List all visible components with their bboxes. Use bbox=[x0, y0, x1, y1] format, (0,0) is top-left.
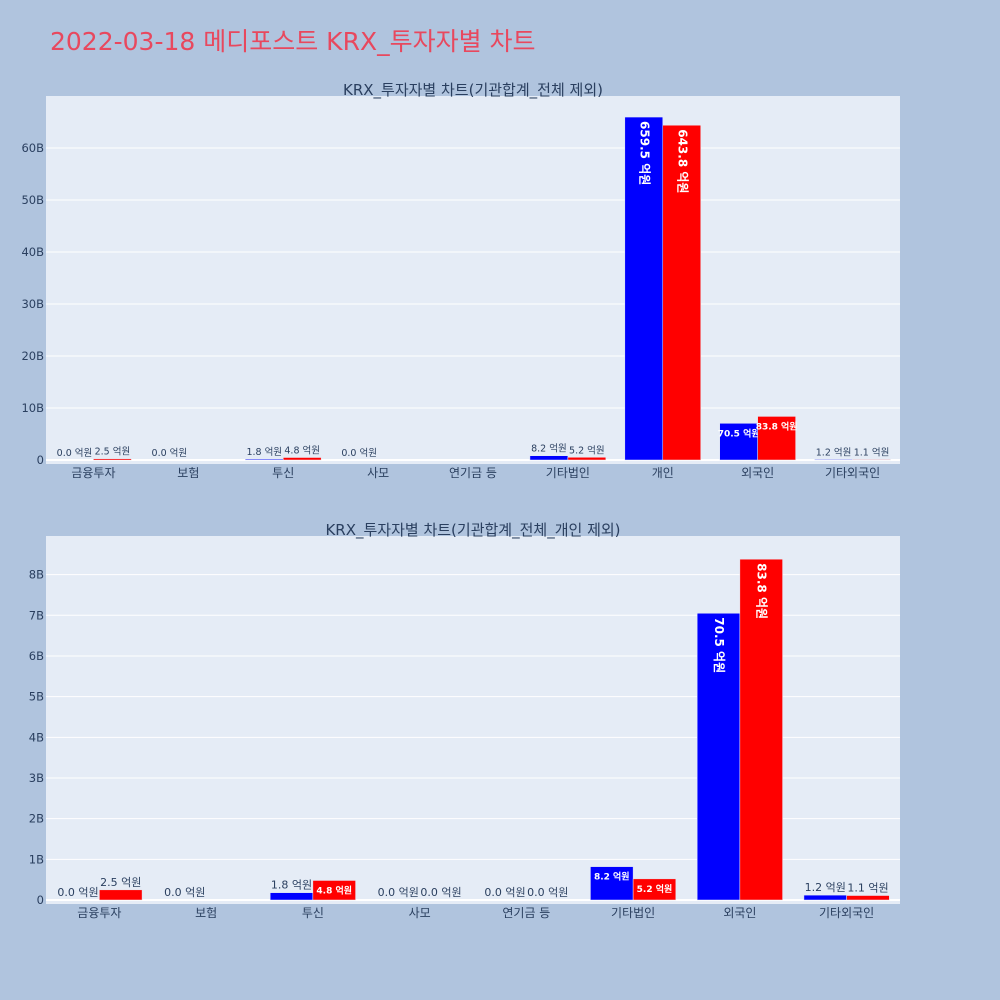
x-tick-label: 외국인 bbox=[741, 466, 774, 480]
plot-area bbox=[46, 96, 900, 464]
x-tick-label: 연기금 등 bbox=[502, 906, 550, 920]
sell-bar[interactable] bbox=[93, 458, 132, 461]
data-label: 1.8 억원 bbox=[271, 879, 312, 892]
data-label: 0.0 억원 bbox=[527, 886, 568, 899]
data-label: 70.5 억원 bbox=[718, 427, 760, 439]
data-label: 0.0 억원 bbox=[484, 886, 525, 899]
data-label: 1.2 억원 bbox=[816, 446, 852, 458]
x-tick-label: 기타외국인 bbox=[819, 906, 874, 920]
data-label: 1.1 억원 bbox=[854, 446, 890, 458]
data-label: 0.0 억원 bbox=[420, 886, 461, 899]
chart-1: 0 10B 20B 30B 40B 50B 60B KRX_투자자별 차트(기관합계_전체 제… bbox=[21, 81, 900, 480]
buy-bar[interactable] bbox=[696, 613, 741, 901]
sell-bar[interactable] bbox=[282, 457, 322, 461]
data-label: 4.8 억원 bbox=[316, 884, 352, 896]
y-tick-label: 0 bbox=[37, 453, 44, 467]
data-label: 643.8 억원 bbox=[675, 129, 689, 193]
x-tick-label: 기타외국인 bbox=[825, 466, 880, 480]
x-tick-label: 사모 bbox=[367, 466, 389, 480]
sell-bar[interactable] bbox=[312, 880, 356, 901]
y-tick-label: 20B bbox=[21, 349, 44, 363]
data-label: 83.8 억원 bbox=[756, 420, 798, 432]
buy-bar[interactable] bbox=[529, 455, 569, 461]
data-label: 0.0 억원 bbox=[57, 886, 98, 899]
buy-bar[interactable] bbox=[245, 458, 284, 461]
x-tick-label: 보험 bbox=[195, 906, 217, 920]
data-label: 0.0 억원 bbox=[57, 447, 93, 459]
sell-bar[interactable] bbox=[567, 457, 607, 461]
buy-bar[interactable] bbox=[269, 892, 314, 901]
sell-bar[interactable] bbox=[852, 459, 891, 461]
y-tick-label: 0 bbox=[37, 893, 44, 907]
y-tick-label: 10B bbox=[21, 401, 44, 415]
x-tick-label: 금융투자 bbox=[77, 906, 121, 920]
y-tick-label: 50B bbox=[21, 193, 44, 207]
y-tick-label: 60B bbox=[21, 141, 44, 155]
y-tick-label: 6B bbox=[29, 649, 44, 663]
page-title: 2022-03-18 메디포스트 KRX_투자자별 차트 bbox=[50, 27, 536, 56]
chart-2: 0 1B 2B 3B 4B 5B 6B 7B 8B KRX_투자자별 차트(기관합계_전체_개인 … bbox=[29, 521, 900, 920]
y-tick-label: 40B bbox=[21, 245, 44, 259]
buy-bar[interactable] bbox=[814, 459, 853, 461]
data-label: 8.2 억원 bbox=[531, 443, 567, 455]
sell-bar[interactable] bbox=[757, 416, 796, 461]
y-tick-label: 4B bbox=[29, 730, 44, 744]
x-tick-label: 투신 bbox=[302, 906, 324, 920]
data-label: 0.0 억원 bbox=[341, 447, 377, 459]
x-tick-label: 금융투자 bbox=[71, 466, 115, 480]
y-tick-label: 1B bbox=[29, 852, 44, 866]
x-tick-label: 연기금 등 bbox=[449, 466, 497, 480]
x-tick-label: 기타법인 bbox=[546, 466, 590, 480]
sell-bar[interactable] bbox=[632, 878, 677, 901]
data-label: 5.2 억원 bbox=[569, 444, 605, 456]
data-label: 70.5 억원 bbox=[712, 617, 726, 673]
data-label: 83.8 억원 bbox=[755, 563, 769, 619]
data-label: 1.8 억원 bbox=[246, 446, 282, 458]
y-tick-label: 3B bbox=[29, 771, 44, 785]
data-label: 2.5 억원 bbox=[100, 876, 141, 889]
y-tick-label: 30B bbox=[21, 297, 44, 311]
buy-bar[interactable] bbox=[624, 116, 664, 461]
x-tick-label: 외국인 bbox=[723, 906, 756, 920]
sell-bar[interactable] bbox=[662, 124, 701, 461]
buy-bar[interactable] bbox=[590, 866, 634, 901]
data-label: 8.2 억원 bbox=[594, 871, 630, 883]
y-tick-label: 8B bbox=[29, 568, 44, 582]
y-tick-label: 2B bbox=[29, 812, 44, 826]
x-tick-label: 보험 bbox=[177, 466, 199, 480]
sell-bar[interactable] bbox=[739, 558, 783, 901]
chart-title: KRX_투자자별 차트(기관합계_전체 제외) bbox=[343, 81, 603, 100]
x-tick-label: 사모 bbox=[409, 906, 431, 920]
data-label: 659.5 억원 bbox=[637, 121, 651, 185]
sell-bar[interactable] bbox=[846, 895, 890, 901]
x-tick-label: 기타법인 bbox=[611, 906, 655, 920]
data-label: 4.8 억원 bbox=[284, 445, 320, 457]
data-label: 0.0 억원 bbox=[152, 447, 188, 459]
data-label: 1.1 억원 bbox=[847, 882, 888, 895]
buy-bar[interactable] bbox=[803, 894, 847, 901]
data-label: 2.5 억원 bbox=[95, 446, 131, 458]
y-tick-label: 7B bbox=[29, 608, 44, 622]
buy-bar[interactable] bbox=[719, 423, 758, 461]
y-tick-label: 5B bbox=[29, 690, 44, 704]
x-tick-label: 투신 bbox=[272, 466, 294, 480]
data-label: 0.0 억원 bbox=[378, 886, 419, 899]
data-label: 0.0 억원 bbox=[164, 886, 205, 899]
sell-bar[interactable] bbox=[99, 889, 143, 901]
x-tick-label: 개인 bbox=[652, 466, 674, 480]
data-label: 5.2 억원 bbox=[637, 883, 673, 895]
chart-title: KRX_투자자별 차트(기관합계_전체_개인 제외) bbox=[325, 521, 620, 540]
data-label: 1.2 억원 bbox=[805, 881, 846, 894]
